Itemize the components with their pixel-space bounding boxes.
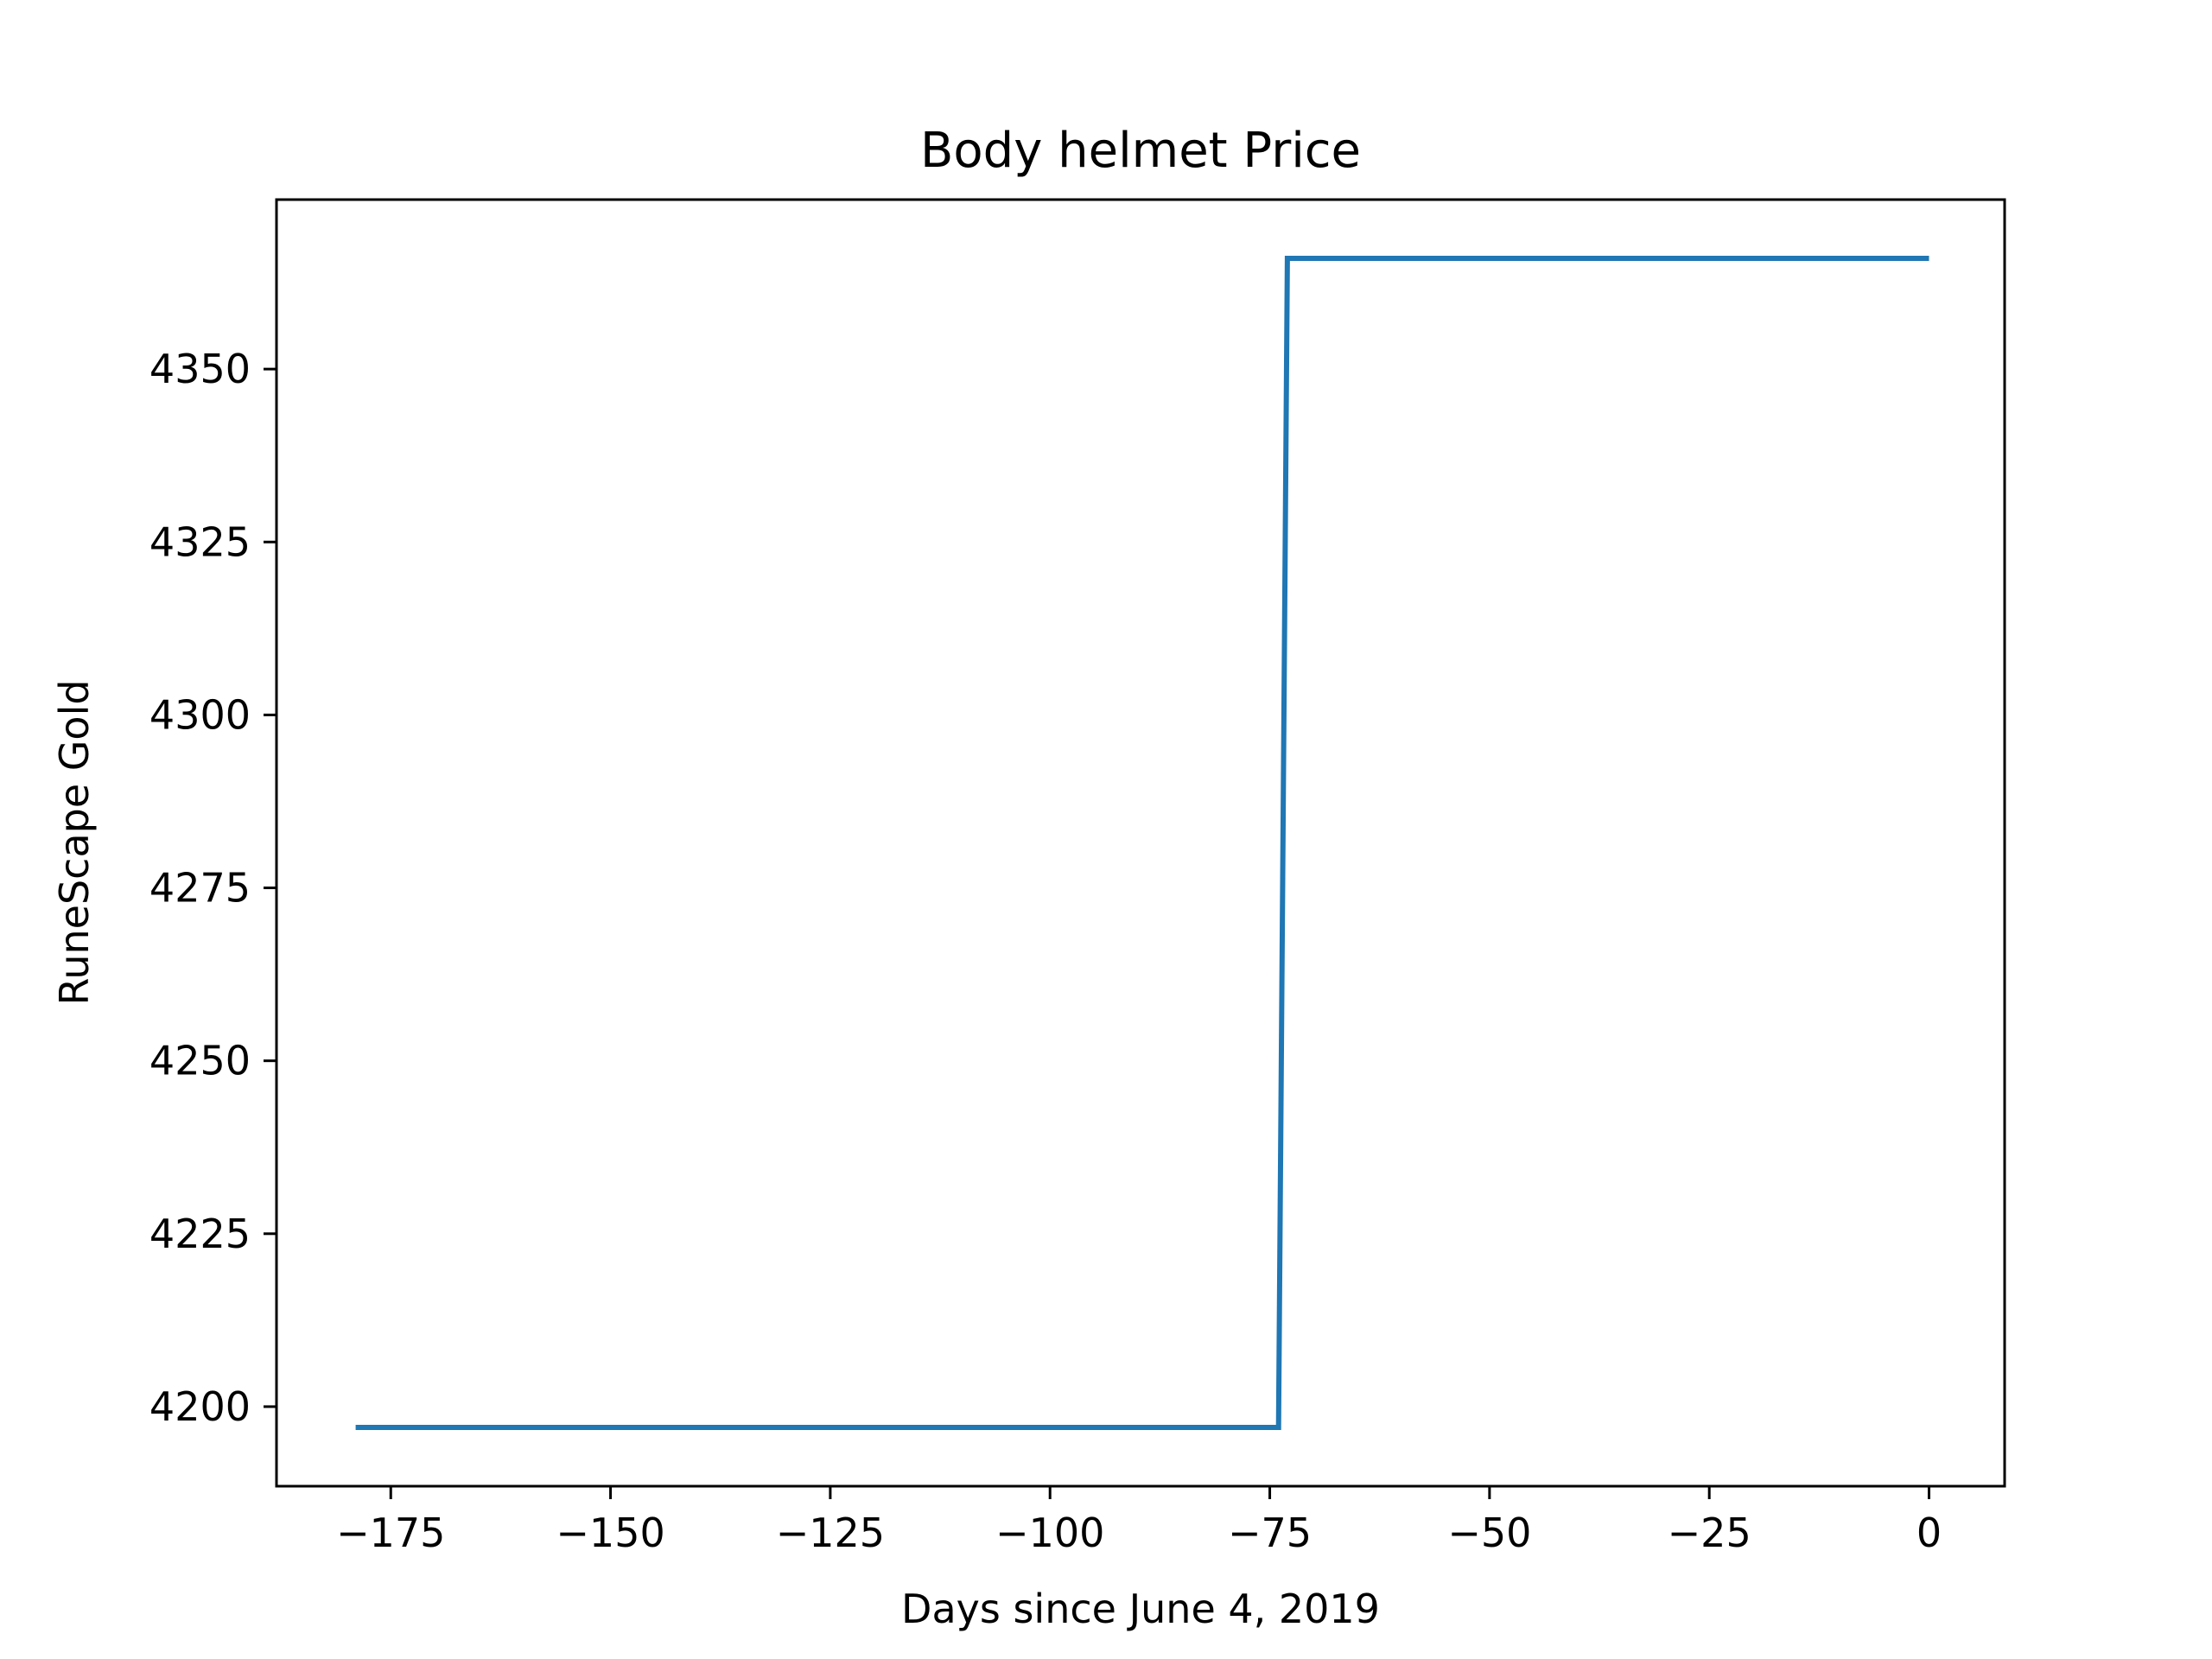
- x-tick-label: −75: [1228, 1510, 1312, 1556]
- y-tick-label: 4350: [149, 346, 251, 392]
- plot-area: [275, 198, 2006, 1488]
- x-axis: −175 −150 −125 −100 −75 −50 −25 0: [336, 1486, 1942, 1556]
- y-tick-label: 4225: [149, 1211, 251, 1257]
- y-tick-label: 4200: [149, 1383, 251, 1430]
- plot-frame: [275, 198, 2006, 1488]
- x-tick-label: −100: [995, 1510, 1104, 1556]
- y-axis: 4200 4225 4250 4275 4300 4325 4350: [149, 346, 276, 1430]
- x-tick-label: 0: [1916, 1510, 1942, 1556]
- x-axis-label: Days since June 4, 2019: [901, 1586, 1380, 1632]
- y-tick-label: 4250: [149, 1038, 251, 1084]
- y-tick-label: 4325: [149, 518, 251, 565]
- y-tick-label: 4275: [149, 865, 251, 912]
- x-tick-label: −175: [336, 1510, 445, 1556]
- y-tick-label: 4300: [149, 691, 251, 738]
- x-tick-label: −150: [556, 1510, 664, 1556]
- x-tick-label: −125: [776, 1510, 885, 1556]
- chart-title: Body helmet Price: [920, 123, 1361, 179]
- x-tick-label: −25: [1668, 1510, 1751, 1556]
- plot-background: [276, 200, 2005, 1486]
- x-tick-label: −50: [1447, 1510, 1531, 1556]
- series-line: [355, 256, 1929, 1430]
- y-axis-label: RuneScape Gold: [51, 679, 98, 1005]
- series-layer: [355, 256, 1929, 1430]
